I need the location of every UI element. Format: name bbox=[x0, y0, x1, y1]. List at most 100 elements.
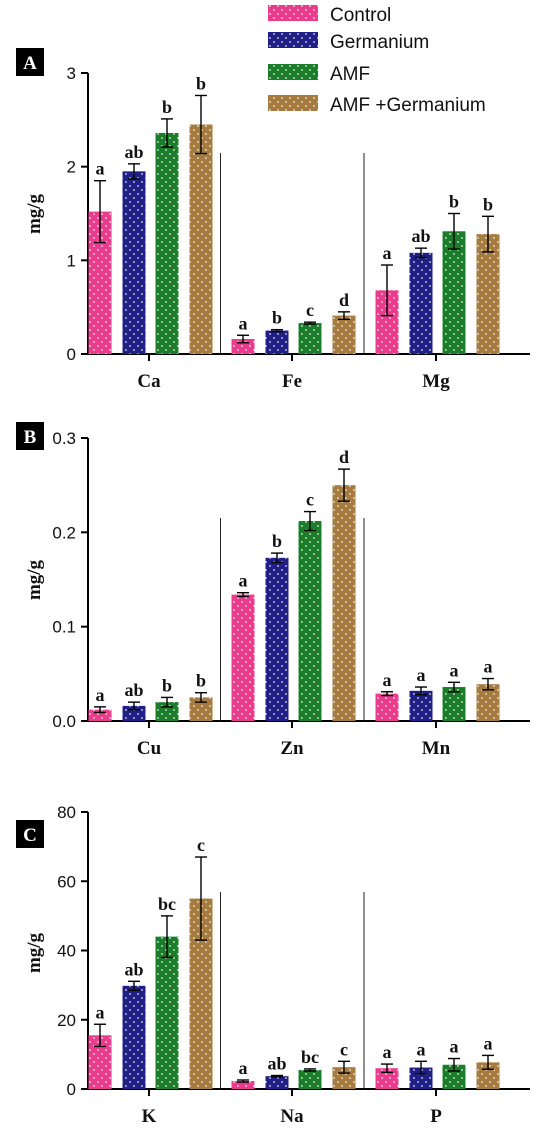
panel-b-significance-label: d bbox=[339, 447, 349, 467]
panel-b-bar-pattern bbox=[88, 709, 112, 721]
panel-c-significance-label: a bbox=[96, 1002, 105, 1022]
panel-b-category-label-zn: Zn bbox=[280, 738, 304, 759]
panel-a-bar-pattern bbox=[476, 234, 500, 354]
panel-a-significance-label: ab bbox=[411, 226, 430, 246]
panel-c-bar-pattern bbox=[122, 985, 146, 1089]
panel-c-significance-label: c bbox=[340, 1039, 348, 1059]
panel-c-y-tick-label: 0 bbox=[67, 1080, 76, 1099]
panel-a-bar-pattern bbox=[88, 211, 112, 354]
panel-b-bar-pattern bbox=[231, 594, 255, 721]
panel-b-significance-label: a bbox=[96, 685, 105, 705]
legend-item-amf-germanium: AMF +Germanium bbox=[268, 95, 486, 116]
panel-c-letter: C bbox=[23, 825, 37, 846]
panel-a-bar-pattern bbox=[332, 315, 356, 354]
panel-b-bar-pattern bbox=[442, 687, 466, 721]
panel-a-y-tick-label: 2 bbox=[67, 158, 76, 177]
panel-a-significance-label: b bbox=[483, 194, 493, 214]
legend-swatch-pattern bbox=[268, 95, 318, 111]
panel-b-bar-pattern bbox=[409, 690, 433, 721]
panel-c-bar-pattern bbox=[409, 1067, 433, 1089]
panel-c-bar-pattern bbox=[231, 1081, 255, 1089]
panel-a-significance-label: a bbox=[96, 159, 105, 179]
panel-a-significance-label: c bbox=[306, 300, 314, 320]
panel-a-bar-pattern bbox=[189, 124, 213, 355]
panel-c-significance-label: a bbox=[417, 1039, 426, 1059]
panel-c-y-axis-label: mg/g bbox=[24, 932, 45, 973]
panel-a-y-tick-label: 3 bbox=[67, 64, 76, 83]
legend-label-amf: AMF bbox=[330, 64, 370, 85]
panel-a-letter: A bbox=[23, 53, 37, 74]
panel-a-significance-label: a bbox=[383, 243, 392, 263]
panel-a-bar-pattern bbox=[155, 132, 179, 354]
panel-a-category-label-mg: Mg bbox=[422, 371, 450, 392]
panel-b-y-tick-label: 0.0 bbox=[52, 712, 76, 731]
panel-c-bar-pattern bbox=[189, 898, 213, 1089]
panel-a-y-tick-label: 0 bbox=[67, 345, 76, 364]
panel-a-bar-pattern bbox=[442, 231, 466, 354]
panel-b-bar-pattern bbox=[375, 693, 399, 721]
panel-c-category-label-k: K bbox=[142, 1106, 157, 1127]
panel-b-significance-label: a bbox=[450, 660, 459, 680]
panel-a-bar-pattern bbox=[265, 330, 289, 354]
panel-c-significance-label: a bbox=[484, 1033, 493, 1053]
panel-a-y-axis-label: mg/g bbox=[24, 193, 45, 234]
panel-c-bar-pattern bbox=[155, 936, 179, 1089]
panel-a-category-label-ca: Ca bbox=[137, 371, 161, 392]
panel-a-bar-pattern bbox=[409, 252, 433, 354]
panel-b-significance-label: a bbox=[484, 657, 493, 677]
panel-c-y-tick-label: 60 bbox=[57, 872, 76, 891]
panel-c-significance-label: ab bbox=[124, 959, 143, 979]
panel-c-category-label-na: Na bbox=[280, 1106, 304, 1127]
legend-label-germanium: Germanium bbox=[330, 32, 429, 53]
legend-swatch-pattern bbox=[268, 5, 318, 21]
panel-b-significance-label: b bbox=[196, 671, 206, 691]
panel-c-bar-pattern bbox=[375, 1068, 399, 1089]
legend-swatch-pattern bbox=[268, 64, 318, 80]
panel-a-bar-pattern bbox=[375, 290, 399, 354]
panel-b-bar-pattern bbox=[298, 521, 322, 721]
panel-a-significance-label: b bbox=[449, 192, 459, 212]
panel-a-y-tick-label: 1 bbox=[67, 251, 76, 270]
panel-c-significance-label: c bbox=[197, 835, 205, 855]
panel-a-significance-label: d bbox=[339, 290, 349, 310]
panel-b-significance-label: a bbox=[417, 665, 426, 685]
panel-c-category-label-p: P bbox=[430, 1106, 442, 1127]
legend: Control Germanium AMF AMF +Germanium bbox=[268, 5, 486, 116]
panel-b-significance-label: c bbox=[306, 490, 314, 510]
panel-a-significance-label: a bbox=[239, 313, 248, 333]
legend-item-germanium: Germanium bbox=[268, 32, 429, 53]
panel-c-bar-pattern bbox=[298, 1069, 322, 1089]
panel-b-letter-box bbox=[16, 422, 44, 450]
panel-a-significance-label: b bbox=[162, 97, 172, 117]
legend-label-amf-germanium: AMF +Germanium bbox=[330, 95, 486, 116]
legend-item-control: Control bbox=[268, 5, 391, 26]
panel-c-y-tick-label: 20 bbox=[57, 1011, 76, 1030]
panel-b-significance-label: ab bbox=[124, 680, 143, 700]
panel-b-significance-label: a bbox=[383, 670, 392, 690]
panel-c-significance-label: bc bbox=[158, 894, 176, 914]
panel-b-y-tick-label: 0.2 bbox=[52, 523, 76, 542]
legend-item-amf: AMF bbox=[268, 64, 370, 85]
panel-c-y-tick-label: 80 bbox=[57, 803, 76, 822]
panel-b-category-label-mn: Mn bbox=[422, 738, 451, 759]
panel-a-significance-label: ab bbox=[124, 142, 143, 162]
panel-a-category-label-fe: Fe bbox=[282, 371, 302, 392]
panel-a-significance-label: b bbox=[272, 308, 282, 328]
panel-c-letter-box bbox=[16, 820, 44, 848]
panel-b-significance-label: b bbox=[272, 531, 282, 551]
panel-a-bar-pattern bbox=[298, 323, 322, 354]
panel-c-bar-pattern bbox=[265, 1076, 289, 1089]
panel-b-bar-pattern bbox=[332, 485, 356, 721]
panel-a-letter-box bbox=[16, 48, 44, 76]
panel-b-y-tick-label: 0.1 bbox=[52, 618, 76, 637]
panel-c-significance-label: a bbox=[239, 1058, 248, 1078]
panel-b-significance-label: a bbox=[239, 571, 248, 591]
panel-b-y-axis-label: mg/g bbox=[24, 559, 45, 600]
panel-c-bar-pattern bbox=[88, 1035, 112, 1089]
panel-c-y-tick-label: 40 bbox=[57, 942, 76, 961]
panel-c-significance-label: ab bbox=[267, 1053, 286, 1073]
panel-c-significance-label: a bbox=[383, 1042, 392, 1062]
